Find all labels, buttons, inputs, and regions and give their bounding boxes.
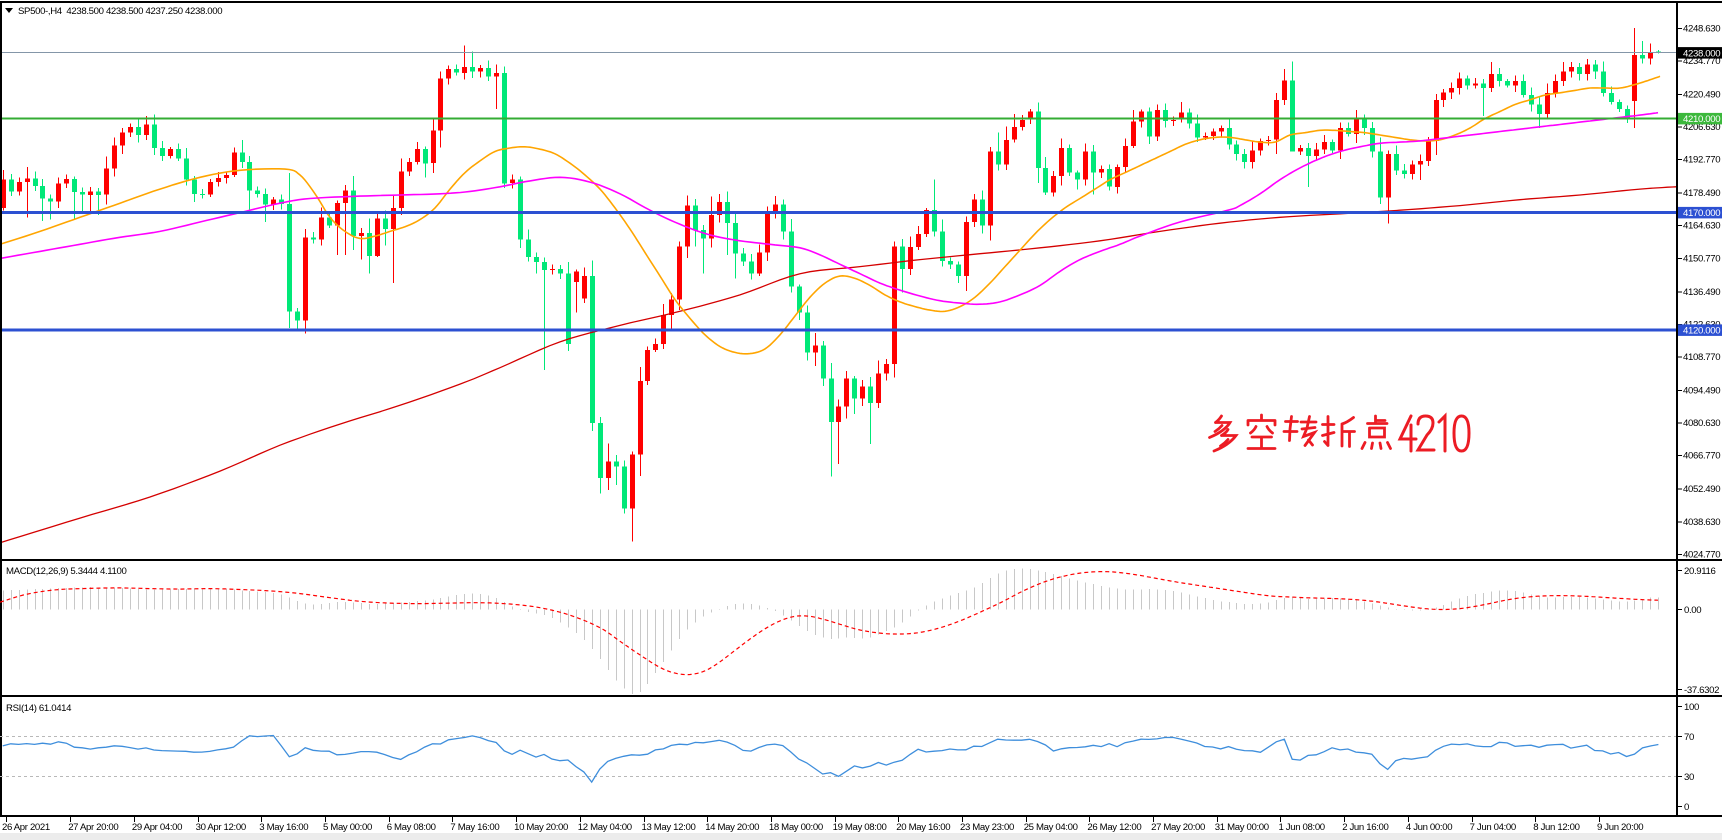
svg-text:4192.770: 4192.770 (1683, 155, 1720, 166)
svg-text:4024.770: 4024.770 (1683, 549, 1720, 560)
svg-text:5 May 00:00: 5 May 00:00 (323, 822, 372, 833)
svg-text:6 May 08:00: 6 May 08:00 (387, 822, 436, 833)
svg-text:4170.000: 4170.000 (1683, 208, 1720, 219)
svg-text:25 May 04:00: 25 May 04:00 (1024, 822, 1078, 833)
svg-text:26 Apr 2021: 26 Apr 2021 (2, 822, 50, 833)
svg-text:3 May 16:00: 3 May 16:00 (259, 822, 308, 833)
svg-text:4248.630: 4248.630 (1683, 23, 1720, 34)
svg-text:4080.630: 4080.630 (1683, 418, 1720, 429)
svg-text:SP500-,H4 4238.500 4238.500 4: SP500-,H4 4238.500 4238.500 4237.250 423… (18, 6, 222, 17)
svg-text:26 May 12:00: 26 May 12:00 (1087, 822, 1141, 833)
svg-text:4150.770: 4150.770 (1683, 253, 1720, 264)
svg-text:RSI(14) 61.0414: RSI(14) 61.0414 (6, 703, 72, 714)
svg-text:10 May 20:00: 10 May 20:00 (514, 822, 568, 833)
svg-text:29 Apr 04:00: 29 Apr 04:00 (132, 822, 182, 833)
svg-text:31 May 00:00: 31 May 00:00 (1215, 822, 1269, 833)
svg-text:1 Jun 08:00: 1 Jun 08:00 (1279, 822, 1325, 833)
svg-text:13 May 12:00: 13 May 12:00 (642, 822, 696, 833)
svg-text:MACD(12,26,9) 5.3444 4.1100: MACD(12,26,9) 5.3444 4.1100 (6, 566, 127, 577)
svg-text:4 Jun 00:00: 4 Jun 00:00 (1406, 822, 1452, 833)
svg-text:4108.770: 4108.770 (1683, 352, 1720, 363)
svg-text:14 May 20:00: 14 May 20:00 (705, 822, 759, 833)
svg-text:20 May 16:00: 20 May 16:00 (896, 822, 950, 833)
svg-text:4220.490: 4220.490 (1683, 89, 1720, 100)
svg-text:18 May 00:00: 18 May 00:00 (769, 822, 823, 833)
svg-text:4094.490: 4094.490 (1683, 386, 1720, 397)
svg-text:4234.770: 4234.770 (1683, 56, 1720, 67)
svg-text:7 Jun 04:00: 7 Jun 04:00 (1470, 822, 1516, 833)
svg-text:2 Jun 16:00: 2 Jun 16:00 (1342, 822, 1388, 833)
svg-text:4210.000: 4210.000 (1683, 114, 1720, 125)
svg-text:0.00: 0.00 (1684, 605, 1701, 616)
svg-text:100: 100 (1684, 702, 1699, 713)
svg-text:4136.490: 4136.490 (1683, 287, 1720, 298)
svg-text:30: 30 (1684, 772, 1694, 783)
svg-text:4038.630: 4038.630 (1683, 517, 1720, 528)
svg-text:9 Jun 20:00: 9 Jun 20:00 (1597, 822, 1643, 833)
svg-text:4238.000: 4238.000 (1683, 48, 1720, 59)
svg-text:23 May 23:00: 23 May 23:00 (960, 822, 1014, 833)
svg-text:4066.770: 4066.770 (1683, 451, 1720, 462)
svg-text:7 May 16:00: 7 May 16:00 (450, 822, 499, 833)
svg-text:0: 0 (1684, 802, 1689, 813)
svg-text:4164.630: 4164.630 (1683, 221, 1720, 232)
svg-text:27 May 20:00: 27 May 20:00 (1151, 822, 1205, 833)
svg-text:8 Jun 12:00: 8 Jun 12:00 (1533, 822, 1579, 833)
svg-text:70: 70 (1684, 732, 1694, 743)
svg-text:12 May 04:00: 12 May 04:00 (578, 822, 632, 833)
svg-text:4052.490: 4052.490 (1683, 484, 1720, 495)
svg-text:20.9116: 20.9116 (1684, 566, 1716, 577)
svg-text:4120.000: 4120.000 (1683, 326, 1720, 337)
svg-text:19 May 08:00: 19 May 08:00 (833, 822, 887, 833)
svg-text:27 Apr 20:00: 27 Apr 20:00 (68, 822, 118, 833)
svg-text:4206.630: 4206.630 (1683, 122, 1720, 133)
svg-text:30 Apr 12:00: 30 Apr 12:00 (196, 822, 246, 833)
svg-text:4178.490: 4178.490 (1683, 188, 1720, 199)
svg-text:-37.6302: -37.6302 (1684, 685, 1719, 696)
